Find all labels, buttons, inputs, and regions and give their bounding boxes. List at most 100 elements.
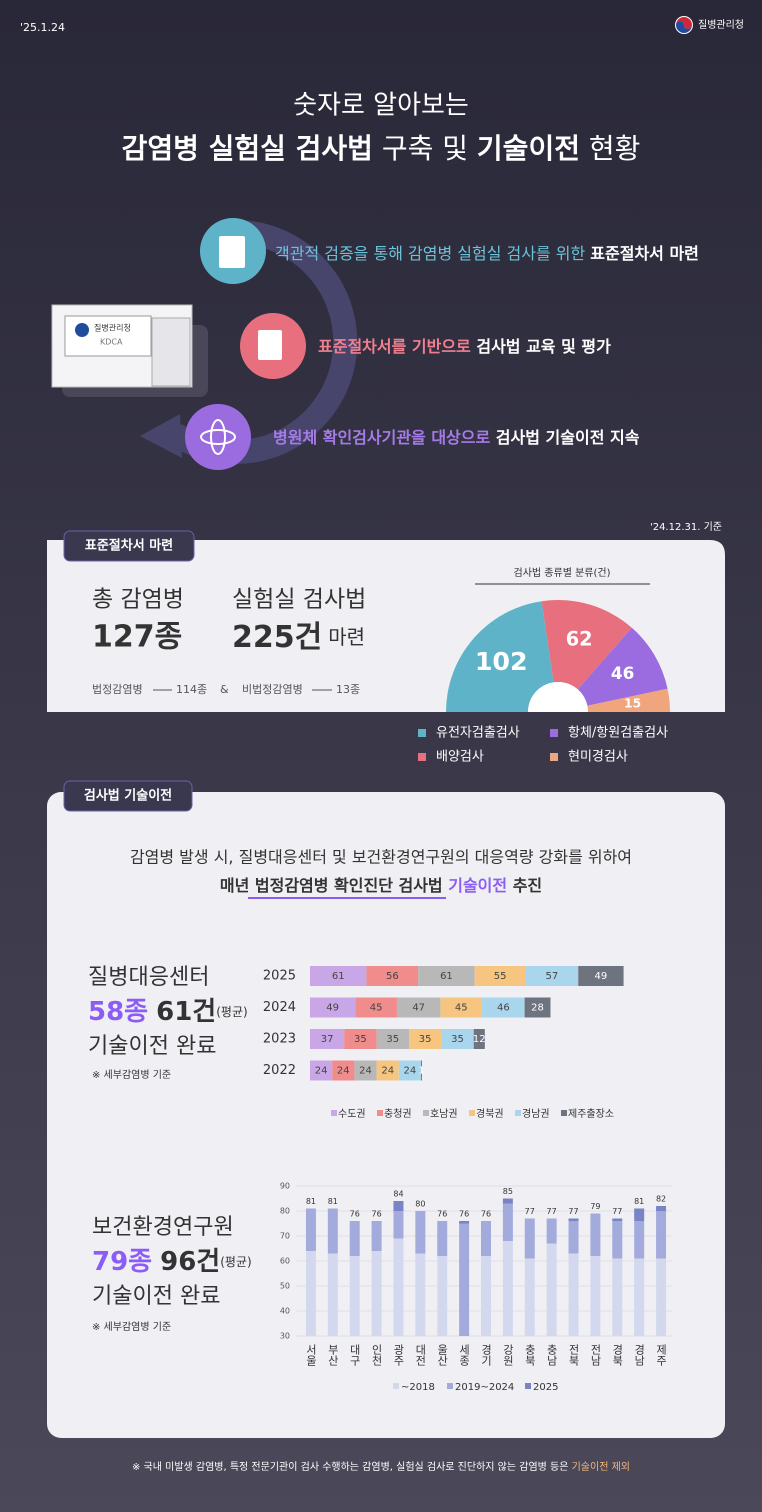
intro: 감염병 발생 시, 질병대응센터 및 보건환경연구원의 대응역량 강화를 위하여 (130, 848, 632, 867)
sign-org: 질병관리청 (94, 323, 131, 333)
org-stat: 58종 61건(평균) (88, 997, 248, 1027)
pie-label: 15 (624, 697, 641, 711)
bar-segment (502, 1198, 513, 1204)
legal-label: 법정감염병 (92, 683, 143, 696)
note: ※ 세부감염병 기준 (92, 1069, 171, 1081)
pie-slice (541, 599, 632, 690)
building-sign (64, 315, 152, 357)
bar-segment (376, 1060, 399, 1081)
bar-chart: 30 40 50 60 70 80 90 81 서울 81 부산 76 대구 76 인천 84 광주 80 대전 76… (280, 1182, 672, 1393)
bar-label: 24 (359, 1066, 372, 1077)
bar-label: 35 (419, 1034, 432, 1045)
bar-label: 24 (337, 1066, 350, 1077)
pie-slice (446, 601, 554, 712)
legend-label: 유전자검출검사 (436, 726, 520, 741)
intro-text: 매년 (220, 876, 255, 895)
step-lead: 표준절차서를 기반으로 (318, 337, 471, 356)
total-label: 84 (393, 1190, 403, 1199)
atom-icon (210, 419, 226, 455)
bar-segment (590, 1213, 601, 1256)
bar-segment (418, 966, 475, 986)
bar-segment (371, 1221, 382, 1251)
bar-segment (502, 1241, 513, 1336)
legend-swatch (331, 1110, 337, 1116)
bar-label: 24 (381, 1066, 394, 1077)
total-label: 79 (590, 1202, 600, 1211)
y-tick-label: 2024 (263, 1000, 296, 1015)
step-text: 표준절차서를 기반으로 검사법 교육 및 평가 (318, 337, 611, 356)
bar-segment (474, 966, 526, 986)
and: & (220, 683, 229, 696)
bar-segment (393, 1211, 404, 1239)
bar-segment (437, 1221, 448, 1256)
book-icon (219, 236, 245, 268)
total-label: 81 (328, 1197, 338, 1206)
x-tick-label: 경북 (611, 1344, 624, 1366)
legend-label: 제주출장소 (568, 1108, 614, 1120)
bar-segment (415, 1253, 426, 1336)
bar-segment (305, 1251, 316, 1336)
atom-icon (200, 429, 236, 445)
x-tick-label: 제주 (655, 1344, 668, 1366)
bar-segment (612, 1218, 623, 1221)
x-tick-label: 충북 (523, 1344, 536, 1366)
bar-segment (376, 1029, 409, 1049)
stat-label: 실험실 검사법 (232, 587, 366, 613)
total-label: 82 (656, 1195, 666, 1204)
x-tick-label: 강원 (501, 1344, 514, 1366)
bar-segment (502, 1203, 513, 1241)
logo-part (676, 17, 692, 29)
x-tick-label: 전남 (589, 1344, 602, 1366)
bar-segment (349, 1256, 360, 1336)
intro-text: 추진 (507, 876, 542, 895)
step-icon (185, 404, 251, 470)
legend-swatch (423, 1110, 429, 1116)
stat-suffix: 마련 (328, 625, 365, 649)
footer-text: ※ 국내 미발생 감염병, 특정 전문기관이 검사 수행하는 감염병, 실험실 … (132, 1460, 572, 1473)
bar-label: 35 (386, 1034, 399, 1045)
total-label: 76 (371, 1210, 381, 1219)
title-bold: 기술이전 (477, 132, 580, 165)
org-name: 질병관리청 (698, 19, 744, 31)
nonlegal-value: 13종 (336, 683, 360, 696)
x-tick-label: 경기 (480, 1344, 493, 1366)
bar-label: 24 (315, 1066, 328, 1077)
title-bold: 감염병 실험실 검사법 (122, 132, 373, 165)
bar-segment (568, 1253, 579, 1336)
y-tick-label: 50 (280, 1282, 290, 1291)
y-tick-label: 30 (280, 1332, 290, 1341)
stat-value: 127종 (92, 620, 182, 655)
section-tag (63, 780, 193, 812)
intro: 매년 법정감염병 확인진단 검사법 기술이전 추진 (220, 876, 542, 895)
legend-swatch (525, 1383, 531, 1389)
legend-swatch (418, 753, 426, 761)
pie-label: 62 (566, 628, 593, 651)
y-tick-label: 2025 (263, 969, 296, 984)
date: '25.1.24 (20, 21, 65, 34)
y-tick-label: 90 (280, 1182, 290, 1191)
bar-segment (656, 1206, 667, 1211)
step-key: 검사법 교육 및 평가 (471, 337, 611, 356)
legend-swatch (377, 1110, 383, 1116)
total-label: 85 (503, 1187, 513, 1196)
bar-segment (590, 1256, 601, 1336)
total-label: 80 (415, 1200, 425, 1209)
total-label: 81 (634, 1197, 644, 1206)
legend-label: 경남권 (522, 1107, 550, 1120)
bar-segment (344, 1029, 377, 1049)
title-line1: 숫자로 알아보는 (293, 91, 469, 121)
x-tick-label: 인천 (370, 1344, 383, 1366)
bar-segment (310, 997, 356, 1018)
legend-label: 항체/항원검출검사 (568, 726, 668, 741)
kinds: 58종 (88, 997, 148, 1027)
org-done: 기술이전 완료 (92, 1284, 220, 1309)
step-lead: 객관적 검증을 통해 감염병 실험실 검사를 위한 (275, 244, 590, 263)
bar-segment (524, 1218, 535, 1259)
bar-segment (310, 966, 367, 986)
bar-segment (568, 1221, 579, 1254)
bar-segment (546, 1243, 557, 1336)
bar-label: 45 (455, 1003, 468, 1014)
x-tick-label: 대구 (348, 1344, 361, 1366)
total-label: 77 (525, 1207, 535, 1216)
